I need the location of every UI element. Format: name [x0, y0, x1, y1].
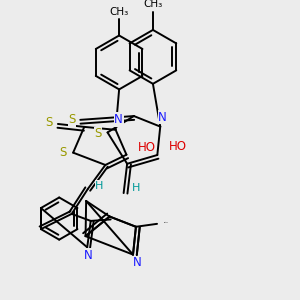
Text: S: S	[45, 116, 53, 129]
Text: H: H	[132, 183, 140, 193]
Text: H: H	[95, 181, 104, 191]
Text: HO: HO	[137, 141, 155, 154]
Text: S: S	[94, 128, 102, 140]
Text: S: S	[59, 146, 67, 159]
Text: S: S	[68, 113, 76, 126]
Text: N: N	[114, 113, 123, 126]
Text: N: N	[133, 256, 142, 269]
Text: N: N	[158, 111, 167, 124]
Text: CH₃: CH₃	[143, 0, 163, 9]
Text: HO: HO	[169, 140, 187, 153]
Text: N: N	[84, 249, 93, 262]
Text: CH₃: CH₃	[110, 7, 129, 17]
Text: methyl: methyl	[164, 222, 168, 223]
